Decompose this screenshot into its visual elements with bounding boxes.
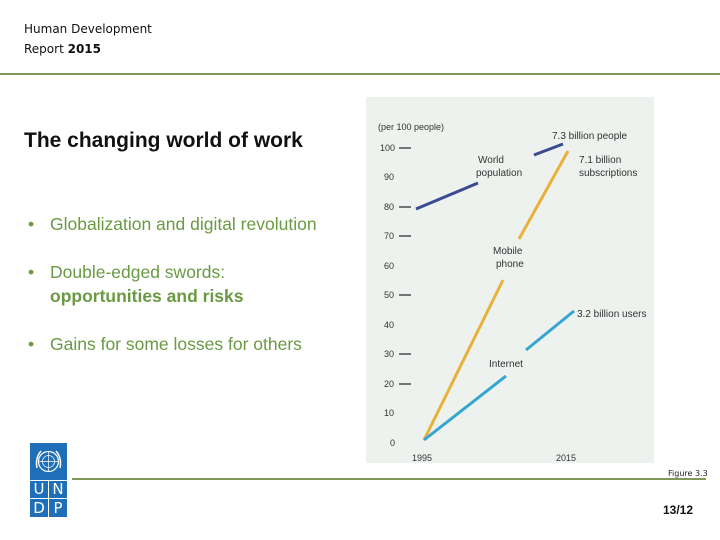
series-mobile-phone — [422, 279, 505, 441]
x-tick-label: 1995 — [412, 453, 432, 463]
logo-letter: D — [33, 499, 45, 517]
y-tick-label: 50 — [384, 290, 394, 300]
logo-letter: U — [33, 480, 45, 498]
page-number: 13/12 — [663, 503, 694, 517]
header-line-2: Report 2015 — [24, 42, 101, 56]
annotation-internet: Internet — [489, 359, 523, 370]
y-tick-label: 90 — [384, 172, 394, 182]
logo-letter: N — [52, 480, 64, 498]
line-chart: (per 100 people) 100 90 80 70 60 50 40 3… — [366, 97, 654, 463]
annotation-mobile-end: 7.1 billion — [579, 155, 621, 166]
x-tick-label: 2015 — [556, 453, 576, 463]
y-tick-label: 100 — [380, 143, 395, 153]
y-tick-label: 0 — [390, 438, 395, 448]
y-tick-label: 40 — [384, 320, 394, 330]
logo-letter: P — [53, 499, 63, 517]
annotation-world: population — [476, 168, 522, 179]
bullet-list: • Globalization and digital revolution •… — [26, 212, 326, 380]
logo-divider — [48, 480, 49, 517]
y-axis-label: (per 100 people) — [378, 122, 444, 132]
bullet-item: • Gains for some losses for others — [28, 334, 302, 354]
y-tick-marks — [399, 147, 411, 385]
y-tick-label: 30 — [384, 349, 394, 359]
annotation-internet-end: 3.2 billion users — [577, 309, 646, 320]
series-world-population — [415, 181, 479, 211]
top-divider — [0, 73, 720, 75]
annotation-mobile-end: subscriptions — [579, 168, 637, 179]
bullet-emphasis: opportunities and risks — [50, 286, 244, 306]
bottom-divider — [72, 478, 706, 480]
annotation-mobile: Mobile — [493, 246, 523, 257]
un-emblem-icon — [35, 450, 62, 473]
slide-title: The changing world of work — [24, 129, 303, 152]
y-tick-label: 60 — [384, 261, 394, 271]
bullet-dot: • — [28, 214, 35, 234]
y-tick-label: 80 — [384, 202, 394, 212]
y-tick-label: 70 — [384, 231, 394, 241]
figure-caption: Figure 3.3 — [668, 469, 708, 478]
annotation-world-end: 7.3 billion people — [552, 131, 627, 142]
series-world-population — [533, 142, 564, 157]
bullet-item: • Globalization and digital revolution — [28, 214, 317, 234]
series-mobile-phone — [517, 150, 570, 240]
series-internet — [423, 374, 507, 442]
annotation-mobile: phone — [496, 259, 524, 270]
bullet-dot: • — [28, 334, 35, 354]
y-tick-label: 10 — [384, 408, 394, 418]
bullet-dot: • — [28, 262, 35, 282]
series-internet — [525, 309, 575, 352]
report-header: Human Development Report 2015 — [24, 19, 152, 59]
undp-logo: U N D P — [30, 443, 67, 517]
y-tick-label: 20 — [384, 379, 394, 389]
bullet-item: • Double-edged swords: opportunities and… — [28, 262, 244, 306]
header-year: 2015 — [67, 42, 101, 56]
header-line-1: Human Development — [24, 22, 152, 36]
annotation-world: World — [478, 155, 504, 166]
